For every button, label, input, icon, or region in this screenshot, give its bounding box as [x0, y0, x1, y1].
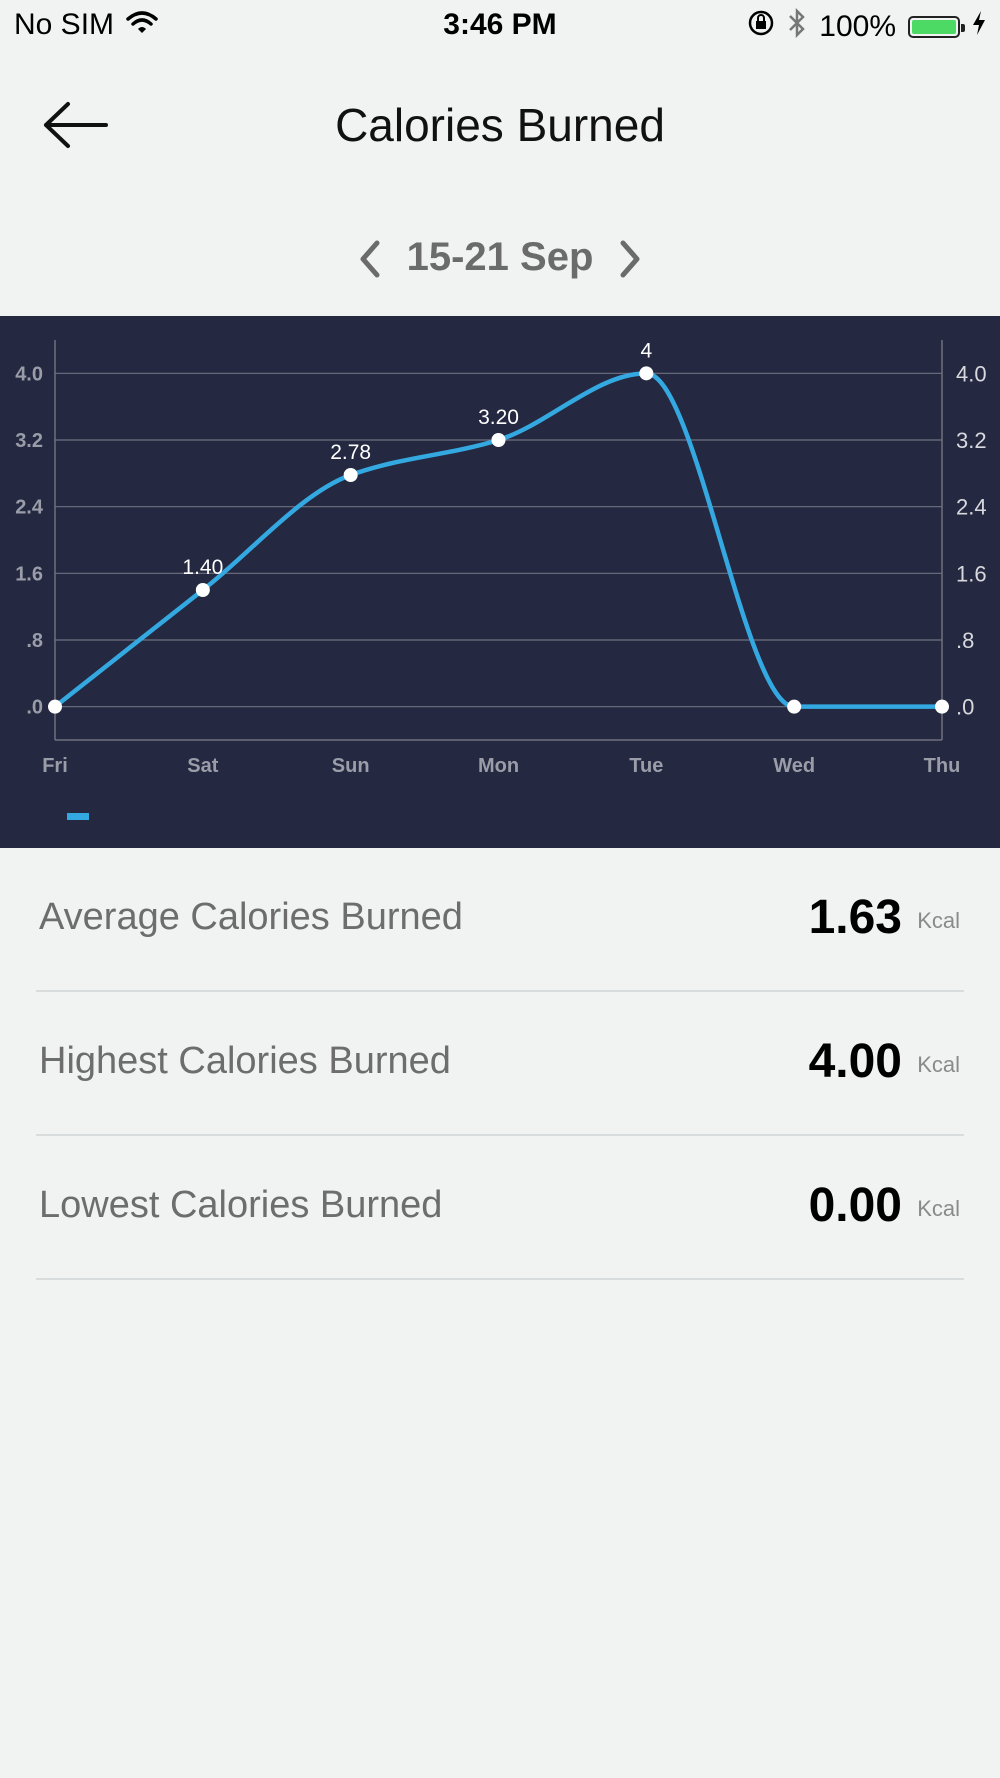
- x-tick-label: Mon: [478, 755, 519, 777]
- next-week-button[interactable]: [605, 229, 655, 289]
- data-point: [195, 583, 210, 597]
- status-bar: No SIM 3:46 PM: [0, 0, 1000, 50]
- stat-row-lowest: Lowest Calories Burned 0.00 Kcal: [36, 1136, 964, 1280]
- data-label: 2.78: [330, 441, 371, 464]
- chevron-left-icon: [360, 240, 380, 278]
- y-tick-label-right: 1.6: [956, 561, 987, 586]
- y-tick-label-left: 3.2: [15, 430, 43, 452]
- stat-value: 4.00: [808, 1035, 902, 1088]
- data-point: [639, 366, 654, 381]
- stat-unit: Kcal: [917, 908, 960, 933]
- page-title: Calories Burned: [335, 99, 665, 151]
- charging-icon: [972, 10, 986, 44]
- data-label: 1.40: [182, 556, 223, 579]
- rotation-lock-icon: [747, 9, 775, 45]
- wifi-icon: [126, 8, 158, 42]
- chevron-right-icon: [620, 240, 640, 278]
- stat-unit: Kcal: [917, 1052, 960, 1077]
- date-range-label: 15-21 Sep: [406, 235, 594, 279]
- x-tick-label: Wed: [773, 755, 815, 777]
- stat-label: Average Calories Burned: [39, 896, 463, 938]
- stat-value: 0.00: [808, 1179, 902, 1232]
- line-chart: .0 .0 .8 .8 1.6 1.6 2.4 2.4 3.2 3.2 4.0 4.0 Fri Sat Su…: [15, 339, 987, 820]
- calories-chart: .0 .0 .8 .8 1.6 1.6 2.4 2.4 3.2 3.2 4.0 4.0 Fri Sat Su…: [0, 316, 1000, 848]
- battery-fill: [912, 20, 956, 34]
- data-label: 3.20: [478, 406, 519, 429]
- data-point: [343, 468, 358, 482]
- stat-unit: Kcal: [917, 1196, 960, 1221]
- y-tick-label-left: .0: [26, 697, 43, 719]
- status-right: 100%: [747, 7, 986, 46]
- date-navigator: 15-21 Sep: [0, 225, 1000, 295]
- y-tick-label-left: 4.0: [15, 363, 43, 385]
- status-left: No SIM: [14, 8, 158, 42]
- stat-row-highest: Highest Calories Burned 4.00 Kcal: [36, 992, 964, 1136]
- previous-week-button[interactable]: [345, 229, 395, 289]
- stat-label: Lowest Calories Burned: [39, 1184, 443, 1226]
- y-tick-label-right: 3.2: [956, 428, 987, 453]
- y-tick-label-left: .8: [26, 630, 43, 652]
- data-label: 4: [640, 339, 652, 362]
- stat-row-average: Average Calories Burned 1.63 Kcal: [36, 848, 964, 992]
- x-tick-label: Thu: [924, 755, 961, 777]
- y-tick-label-right: .0: [956, 695, 974, 720]
- data-point: [48, 699, 62, 714]
- legend-swatch: [67, 813, 89, 820]
- x-tick-label: Sat: [187, 755, 218, 777]
- x-tick-label: Fri: [42, 755, 68, 777]
- battery-icon: [908, 16, 965, 38]
- header: Calories Burned: [0, 70, 1000, 180]
- x-tick-label: Tue: [629, 755, 663, 777]
- back-button[interactable]: [40, 100, 120, 160]
- arrow-left-icon: [44, 102, 108, 148]
- bluetooth-icon: [787, 7, 807, 46]
- stat-label: Highest Calories Burned: [39, 1040, 451, 1082]
- x-tick-label: Sun: [332, 755, 370, 777]
- battery-percent: 100%: [819, 10, 896, 43]
- y-tick-label-right: .8: [956, 628, 974, 653]
- stats-list: Average Calories Burned 1.63 Kcal Highes…: [36, 848, 964, 1280]
- data-point: [491, 433, 506, 447]
- data-point: [935, 699, 949, 714]
- y-tick-label-right: 4.0: [956, 361, 987, 386]
- status-time: 3:46 PM: [443, 8, 557, 41]
- y-tick-label-left: 2.4: [15, 497, 44, 519]
- carrier-label: No SIM: [14, 8, 115, 41]
- y-tick-label-right: 2.4: [956, 495, 987, 520]
- battery-tip: [961, 24, 965, 32]
- stat-value: 1.63: [808, 891, 902, 944]
- data-point: [787, 699, 802, 714]
- y-tick-label-left: 1.6: [15, 563, 43, 585]
